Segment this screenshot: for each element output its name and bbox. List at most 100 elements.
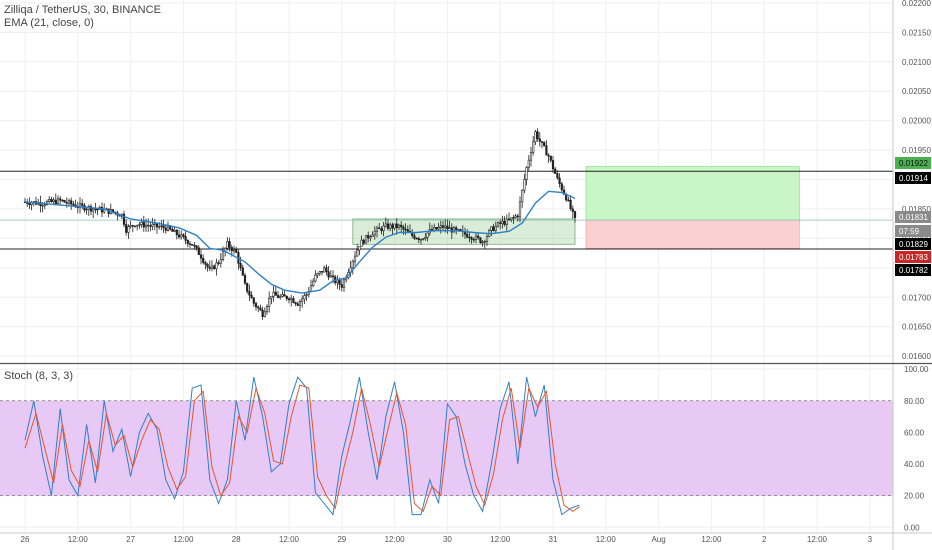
svg-text:07:59: 07:59 [899,227,920,236]
candle [490,226,493,237]
time-tick-label: 30 [443,535,452,544]
candle [503,216,506,227]
candle [175,228,178,240]
candle [402,224,405,235]
stochastic-pane[interactable] [0,368,893,528]
candle [499,219,502,230]
candle [312,278,315,288]
candle [43,201,46,210]
candle [206,262,209,272]
candle [63,199,66,203]
candle [292,296,295,304]
candle [202,254,205,265]
candle [155,222,159,234]
candle [138,221,141,229]
candle [505,214,508,232]
candle [305,292,308,302]
svg-text:0.01782: 0.01782 [899,266,928,275]
candle [76,201,79,214]
candle [210,260,214,272]
candle [151,217,154,231]
candle [204,260,207,270]
candle [248,284,251,301]
candle [241,264,244,276]
stoch-tick-label: 60.00 [904,428,925,437]
candle [558,173,561,188]
take-profit-zone[interactable] [585,166,800,221]
candle [474,232,478,244]
candle [391,222,394,235]
candle [521,189,524,208]
candle [532,136,535,156]
candle [290,294,293,307]
svg-text:0.01831: 0.01831 [899,213,928,222]
candle [386,219,390,231]
price-tick-label: 0.02200 [902,0,931,8]
candle [529,146,533,167]
stoch-d-line [24,384,580,513]
price-tick-label: 0.01950 [902,146,931,155]
candle [272,286,275,302]
svg-text:0.01922: 0.01922 [899,159,928,168]
candle [281,290,284,298]
stoch-tick-label: 20.00 [904,492,925,501]
candle [78,197,82,214]
price-tag-line: 0.01829 [895,238,931,250]
time-tick-label: 2 [762,535,767,544]
candle [116,210,119,221]
ema-line [24,190,576,294]
price-tick-label: 0.02100 [902,58,931,67]
stoch-legend[interactable]: Stoch (8, 3, 3) [4,370,74,382]
candle [52,197,55,205]
candle [320,271,324,276]
time-tick-label: 29 [337,535,346,544]
candle [468,231,471,243]
stoch-k-line [24,376,580,516]
candle [252,296,255,307]
ema-legend[interactable]: EMA (21, close, 0) [4,17,94,29]
candle [501,215,504,229]
price-tag-line: 0.01782 [895,264,931,276]
stoch-tick-label: 40.00 [904,460,925,469]
candle [380,226,383,235]
candle [384,217,387,228]
candle [54,193,57,206]
symbol-title[interactable]: Zilliqa / TetherUS, 30, BINANCE [4,4,161,16]
candle [554,167,557,175]
candle [254,301,258,311]
candle [512,214,515,224]
candle [149,222,152,232]
price-tick-label: 0.01700 [902,293,931,302]
time-tick-label: 12:00 [279,535,300,544]
candle [415,237,418,240]
price-tick-label: 0.02050 [902,87,931,96]
candle [142,215,145,232]
candle [470,236,473,244]
candle [446,219,449,234]
svg-text:0.01783: 0.01783 [899,253,928,262]
candle [373,226,376,240]
stop-loss-zone[interactable] [585,219,800,249]
candle [287,296,291,304]
candle [232,245,236,255]
candle [59,195,62,206]
svg-text:0.01914: 0.01914 [899,174,928,183]
candle [437,222,440,231]
time-axis[interactable]: 26 12:00 27 12:00 28 12:00 29 12:00 30 12:00 31 12:… [21,535,873,544]
candle [133,225,137,228]
candle [364,235,368,244]
horizontal-lines[interactable] [0,170,893,250]
time-tick-label: 3 [868,535,873,544]
candle [538,132,541,147]
candle [543,141,546,147]
candle [100,202,104,218]
stoch-axis[interactable]: 100.00 80.00 60.00 40.00 20.00 0.00 [904,365,929,532]
time-tick-label: 12:00 [385,535,406,544]
candle [369,234,372,242]
candle [28,197,31,209]
candle [263,307,266,318]
candle [303,292,306,305]
candle [340,278,343,292]
candle [435,226,438,230]
